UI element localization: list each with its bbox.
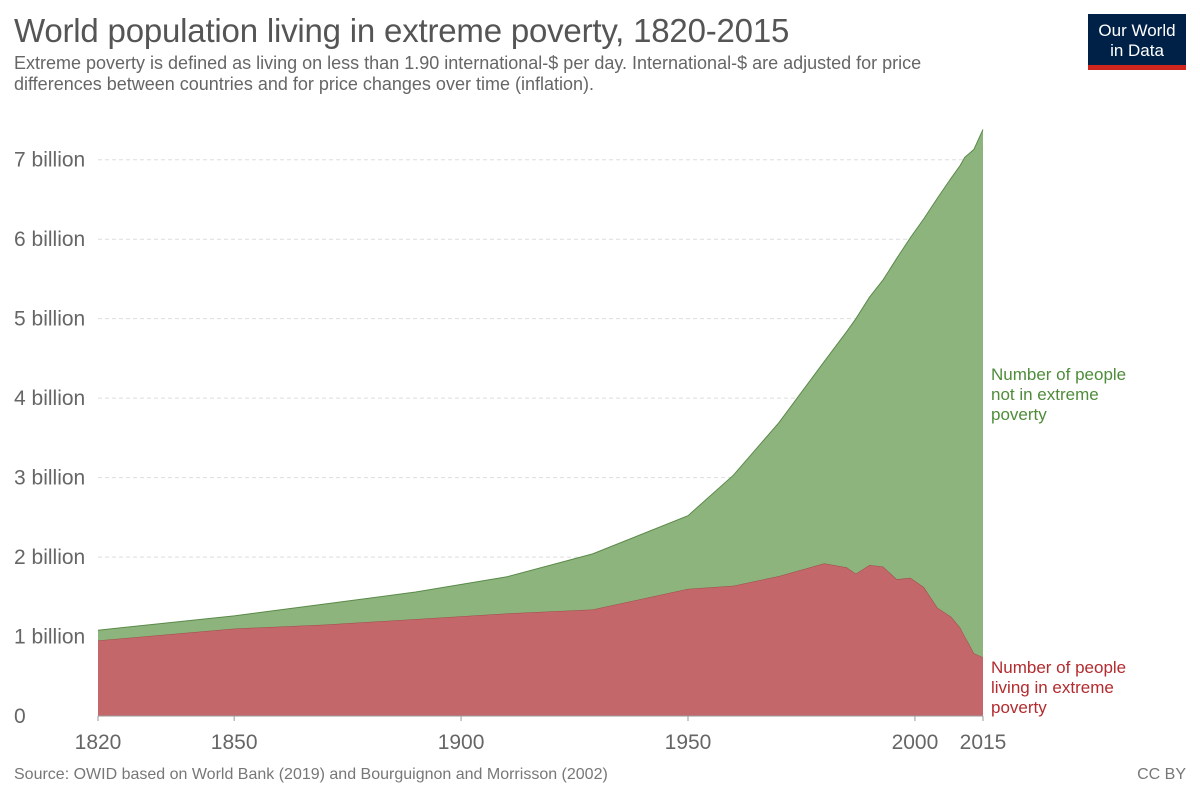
- legend-label-line: Number of people: [991, 658, 1126, 677]
- legend-label-line: poverty: [991, 405, 1047, 424]
- x-tick-label: 1950: [665, 731, 712, 754]
- y-tick-label: 5 billion: [14, 308, 85, 331]
- y-tick-label: 3 billion: [14, 467, 85, 490]
- chart-areas: [97, 129, 984, 716]
- x-tick-label: 2000: [892, 731, 939, 754]
- legend-label-line: not in extreme: [991, 385, 1099, 404]
- logo-line-2: in Data: [1110, 41, 1164, 60]
- owid-logo[interactable]: Our World in Data: [1088, 14, 1186, 70]
- logo-accent-bar: [1088, 65, 1186, 70]
- y-tick-label: 7 billion: [14, 149, 85, 172]
- license-label[interactable]: CC BY: [1137, 766, 1186, 783]
- area-series-in-poverty[interactable]: [98, 563, 983, 716]
- legend-label-line: Number of people: [991, 365, 1126, 384]
- x-tick-label: 1850: [211, 731, 258, 754]
- area-series-not-in-poverty[interactable]: [98, 129, 983, 658]
- x-axis-ticks: 1820 1850 1900 1950 2000 2015: [75, 715, 1007, 754]
- y-tick-label: 4 billion: [14, 387, 85, 410]
- x-tick-label: 2015: [960, 731, 1007, 754]
- logo-line-1: Our World: [1098, 21, 1176, 40]
- y-tick-label: 1 billion: [14, 626, 85, 649]
- y-axis-ticks: 0 1 billion 2 billion 3 billion 4 billion 5 b…: [14, 149, 85, 728]
- legend-label-line: living in extreme: [991, 678, 1114, 697]
- y-tick-label: 0: [14, 705, 26, 728]
- source-note[interactable]: Source: OWID based on World Bank (2019) …: [14, 766, 608, 783]
- y-tick-label: 2 billion: [14, 546, 85, 569]
- x-tick-label: 1820: [75, 731, 122, 754]
- y-tick-label: 6 billion: [14, 228, 85, 251]
- area-series-edge: [97, 129, 984, 631]
- x-tick-label: 1900: [438, 731, 485, 754]
- area-series-edge: [97, 562, 984, 658]
- chart-title: World population living in extreme pover…: [14, 12, 790, 49]
- legend-label-line: poverty: [991, 698, 1047, 717]
- chart-subtitle: Extreme poverty is defined as living on …: [14, 53, 922, 94]
